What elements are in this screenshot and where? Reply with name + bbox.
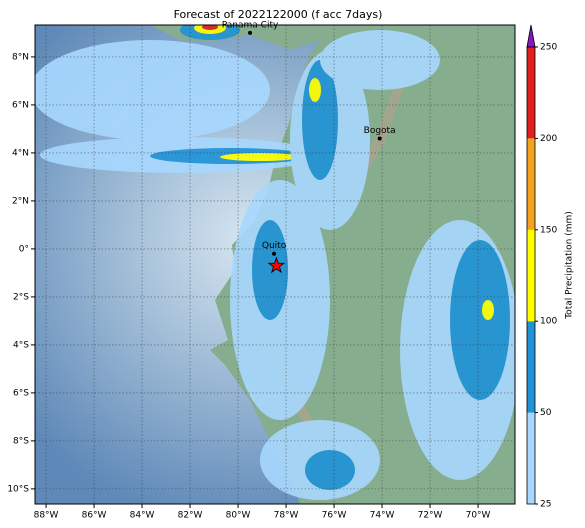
colorbar-segment [527, 412, 535, 504]
precipitation-field [35, 25, 515, 500]
colorbar-tick-label: 250 [540, 43, 557, 53]
x-tick-label: 72°W [418, 511, 443, 521]
x-tick-label: 80°W [226, 511, 251, 521]
colorbar-tick-label: 200 [540, 134, 557, 144]
colorbar-extend [526, 24, 536, 48]
colorbar-label: Total Precipitation (mm) [565, 211, 575, 320]
colorbar-segment [527, 229, 535, 322]
city-dot [248, 30, 253, 35]
x-tick-label: 88°W [34, 511, 59, 521]
x-tick-label: 76°W [322, 511, 347, 521]
y-tick-label: 0° [19, 244, 29, 254]
colorbar-segment [527, 138, 535, 230]
city-label: Quito [262, 241, 287, 251]
colorbar-tick-label: 50 [540, 408, 552, 418]
y-tick-label: 4°N [12, 148, 29, 158]
x-tick-label: 86°W [82, 511, 107, 521]
x-tick-label: 84°W [130, 511, 155, 521]
y-tick-label: 6°N [12, 100, 29, 110]
colorbar-tick-label: 25 [540, 500, 551, 510]
y-tick-label: 2°N [12, 196, 29, 206]
y-tick-label: 2°S [13, 292, 29, 302]
x-tick-label: 82°W [178, 511, 203, 521]
station-marker [267, 256, 286, 274]
y-tick-label: 8°S [13, 436, 29, 446]
colorbar-tick-label: 100 [540, 317, 557, 327]
x-tick-label: 70°W [466, 511, 491, 521]
city-dot [377, 136, 382, 141]
colorbar-segment [527, 321, 535, 413]
y-tick-label: 6°S [13, 388, 29, 398]
city-dot [272, 251, 277, 256]
map-title: Forecast of 2022122000 (f acc 7days) [174, 8, 383, 21]
grid [35, 25, 515, 504]
y-tick-label: 4°S [13, 340, 29, 350]
x-tick-label: 74°W [370, 511, 395, 521]
colorbar-tick-label: 150 [540, 225, 557, 235]
x-tick-label: 78°W [274, 511, 299, 521]
city-label: Bogota [364, 126, 396, 136]
colorbar-frame [526, 46, 536, 505]
y-tick-label: 10°S [7, 484, 29, 494]
y-tick-label: 8°N [12, 52, 29, 62]
colorbar-segment [527, 47, 535, 139]
map-frame [34, 24, 516, 505]
